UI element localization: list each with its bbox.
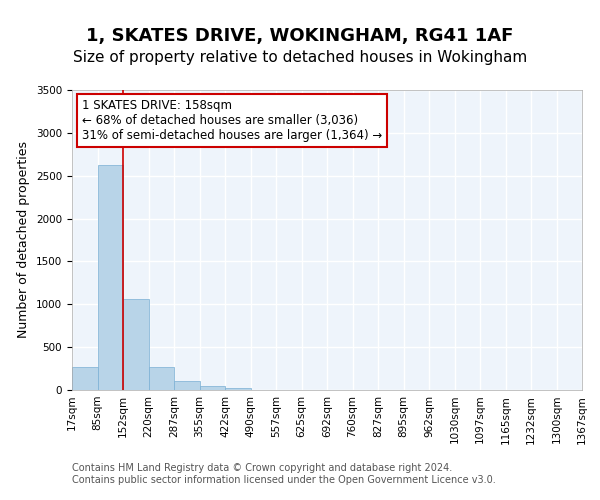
Bar	[123, 299, 149, 390]
Bar	[72, 367, 97, 390]
Text: Contains HM Land Registry data © Crown copyright and database right 2024.
Contai: Contains HM Land Registry data © Crown c…	[72, 464, 496, 485]
Text: 1, SKATES DRIVE, WOKINGHAM, RG41 1AF: 1, SKATES DRIVE, WOKINGHAM, RG41 1AF	[86, 28, 514, 46]
Bar	[149, 367, 174, 390]
Y-axis label: Number of detached properties: Number of detached properties	[17, 142, 31, 338]
Text: Size of property relative to detached houses in Wokingham: Size of property relative to detached ho…	[73, 50, 527, 65]
Bar	[199, 386, 225, 390]
Text: 1 SKATES DRIVE: 158sqm
← 68% of detached houses are smaller (3,036)
31% of semi-: 1 SKATES DRIVE: 158sqm ← 68% of detached…	[82, 99, 382, 142]
Bar	[225, 388, 251, 390]
Bar	[97, 166, 123, 390]
Bar	[174, 382, 199, 390]
